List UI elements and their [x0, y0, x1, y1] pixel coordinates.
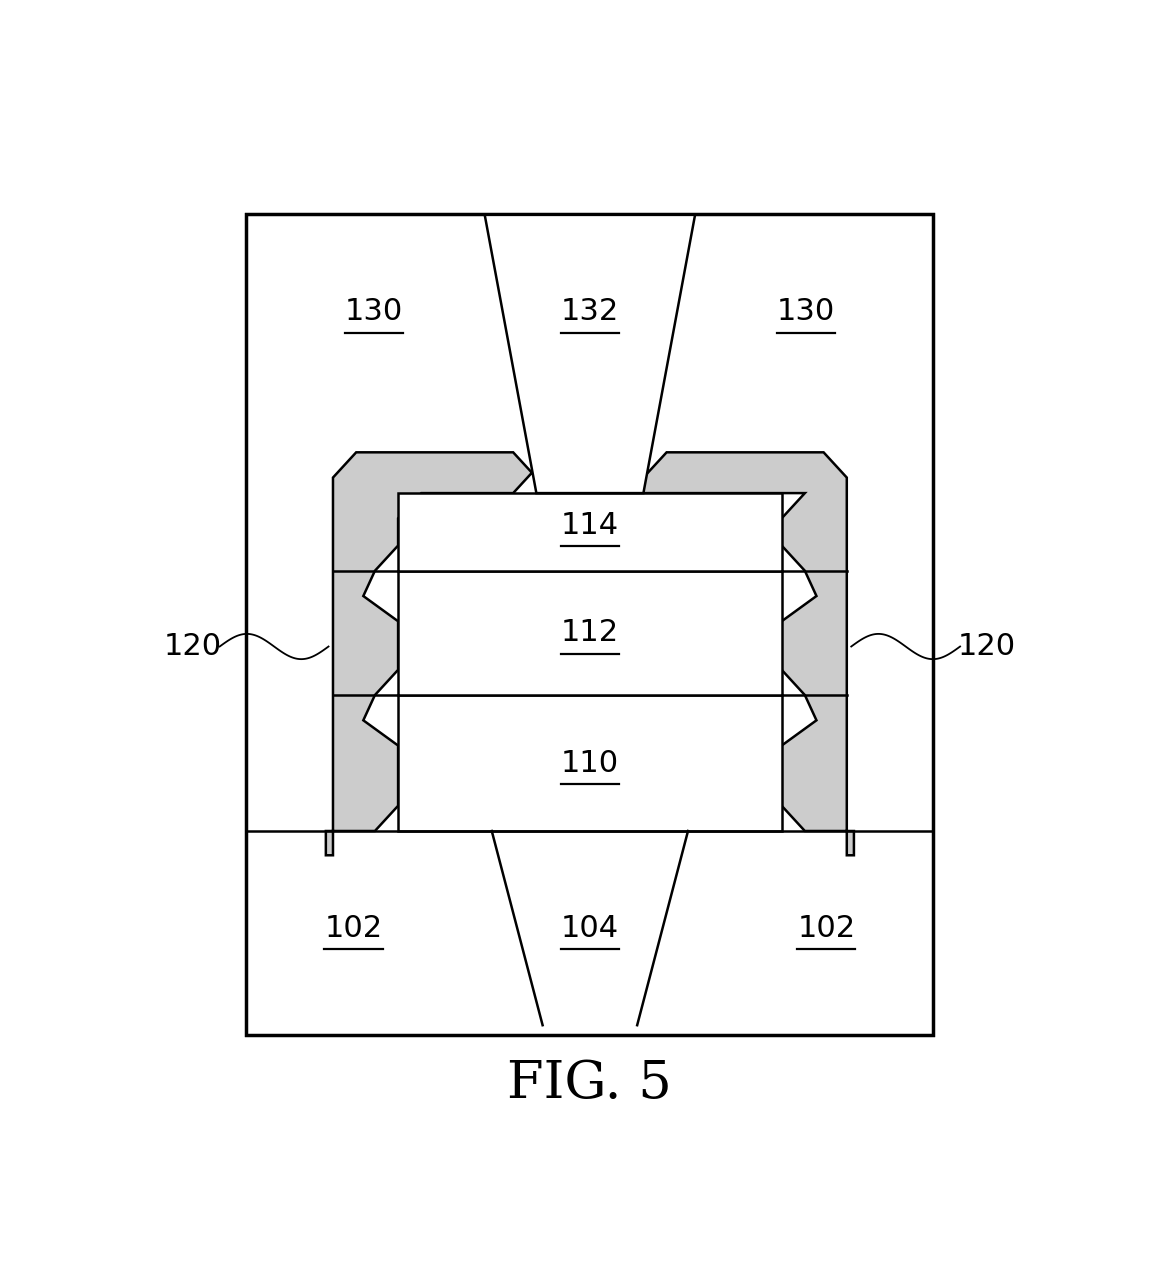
- Text: 132: 132: [561, 298, 619, 327]
- Text: 104: 104: [561, 914, 619, 942]
- Text: 102: 102: [325, 914, 382, 942]
- Text: 130: 130: [345, 298, 403, 327]
- Bar: [246, 214, 933, 1035]
- Bar: [398, 493, 782, 571]
- Bar: [398, 695, 782, 831]
- Polygon shape: [620, 453, 854, 855]
- Text: 114: 114: [561, 511, 619, 540]
- Text: 112: 112: [561, 618, 619, 647]
- Text: 102: 102: [798, 914, 855, 942]
- Text: 110: 110: [561, 749, 619, 778]
- Text: FIG. 5: FIG. 5: [508, 1058, 672, 1108]
- Polygon shape: [485, 214, 695, 493]
- Polygon shape: [326, 453, 536, 855]
- Bar: [246, 214, 933, 1035]
- Text: 120: 120: [163, 632, 222, 661]
- Bar: [398, 571, 782, 695]
- Text: 130: 130: [777, 298, 834, 327]
- Text: 120: 120: [958, 632, 1016, 661]
